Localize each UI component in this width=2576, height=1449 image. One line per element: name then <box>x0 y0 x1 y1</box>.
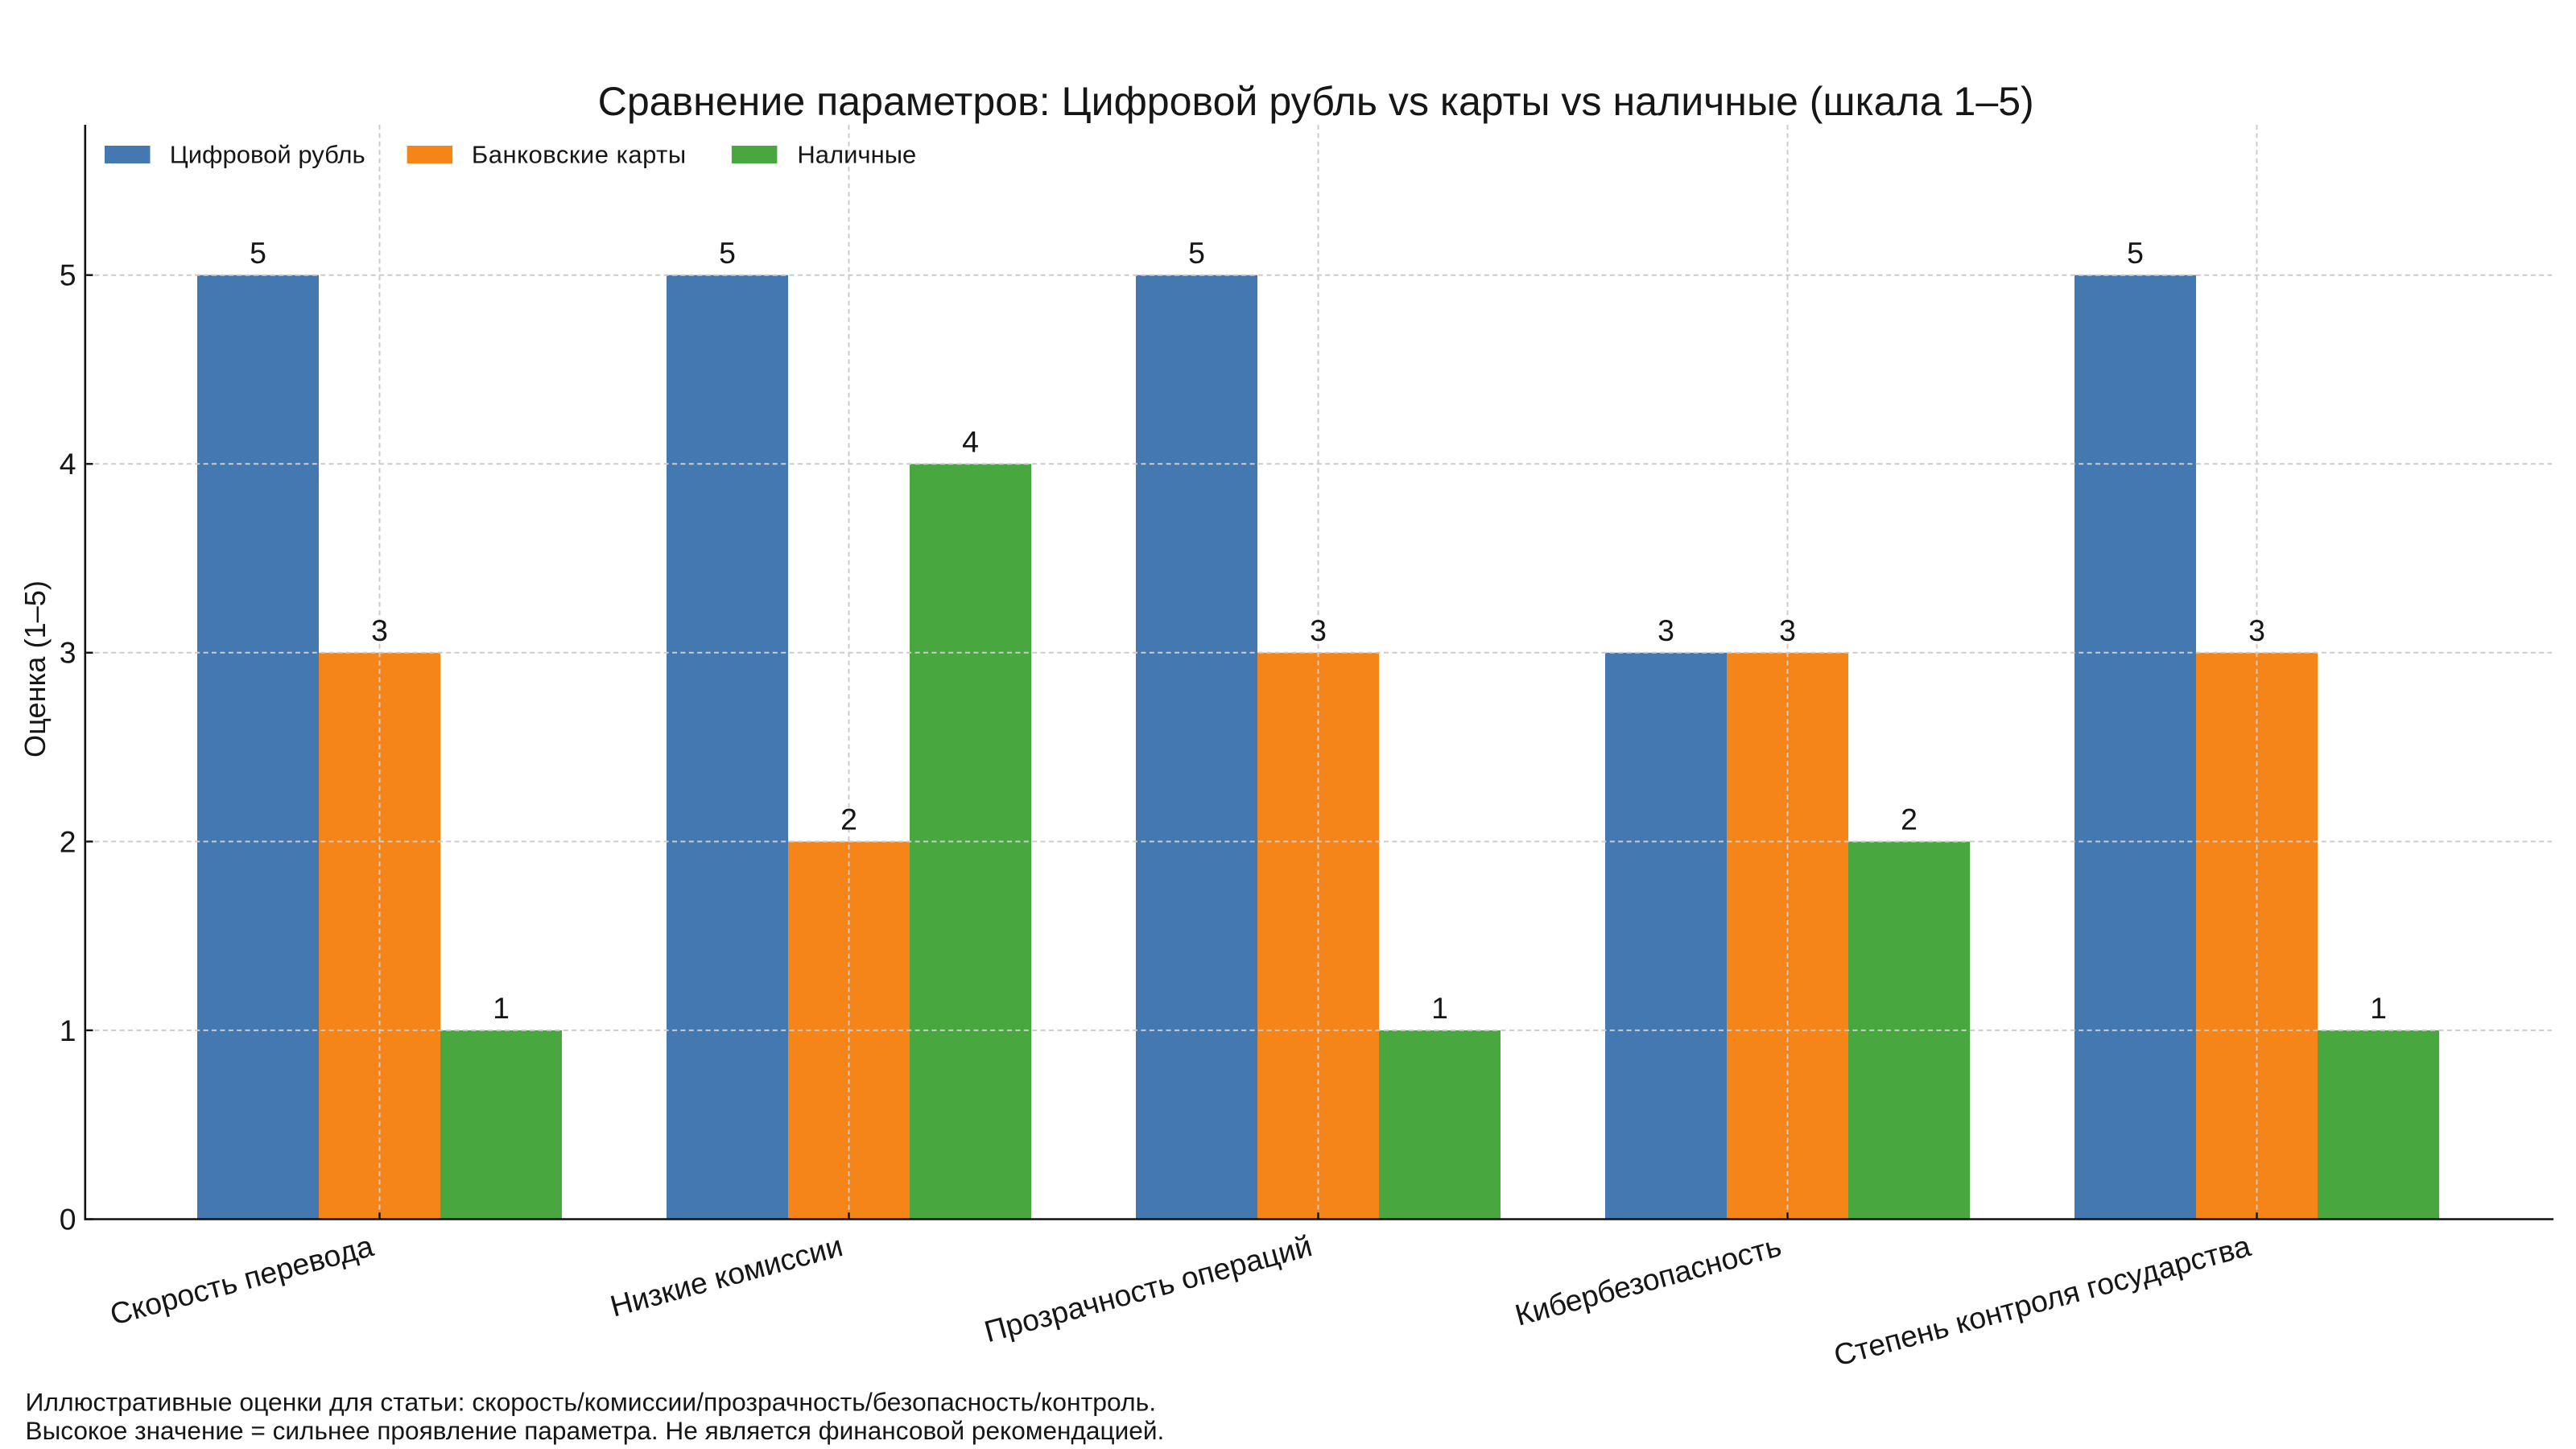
svg-text:1: 1 <box>493 991 510 1025</box>
svg-text:1: 1 <box>1431 991 1448 1025</box>
svg-text:4: 4 <box>60 447 76 481</box>
svg-text:3: 3 <box>2248 613 2265 647</box>
svg-text:2: 2 <box>1901 803 1918 836</box>
svg-text:0: 0 <box>60 1202 76 1236</box>
svg-text:Иллюстративные оценки для стат: Иллюстративные оценки для статьи: скорос… <box>26 1388 1157 1417</box>
svg-text:Оценка (1–5): Оценка (1–5) <box>19 580 52 758</box>
svg-text:1: 1 <box>2370 991 2387 1025</box>
svg-text:Цифровой рубль: Цифровой рубль <box>170 141 365 169</box>
svg-text:2: 2 <box>60 824 76 858</box>
svg-text:3: 3 <box>1779 613 1796 647</box>
svg-text:3: 3 <box>371 613 388 647</box>
svg-text:3: 3 <box>1657 613 1674 647</box>
svg-text:1: 1 <box>60 1013 76 1047</box>
svg-text:5: 5 <box>1188 236 1205 270</box>
svg-text:Банковские карты: Банковские карты <box>472 141 687 169</box>
svg-text:5: 5 <box>2127 236 2144 270</box>
svg-text:2: 2 <box>840 803 857 836</box>
svg-text:5: 5 <box>250 236 266 270</box>
svg-text:5: 5 <box>719 236 736 270</box>
svg-text:Сравнение параметров: Цифровой: Сравнение параметров: Цифровой рубль vs … <box>598 79 2034 124</box>
svg-text:Наличные: Наличные <box>797 141 916 169</box>
svg-text:3: 3 <box>60 636 76 670</box>
svg-text:3: 3 <box>1310 613 1327 647</box>
svg-text:5: 5 <box>60 258 76 292</box>
svg-text:Высокое значение = сильнее про: Высокое значение = сильнее проявление па… <box>26 1416 1165 1445</box>
svg-text:4: 4 <box>962 425 979 459</box>
